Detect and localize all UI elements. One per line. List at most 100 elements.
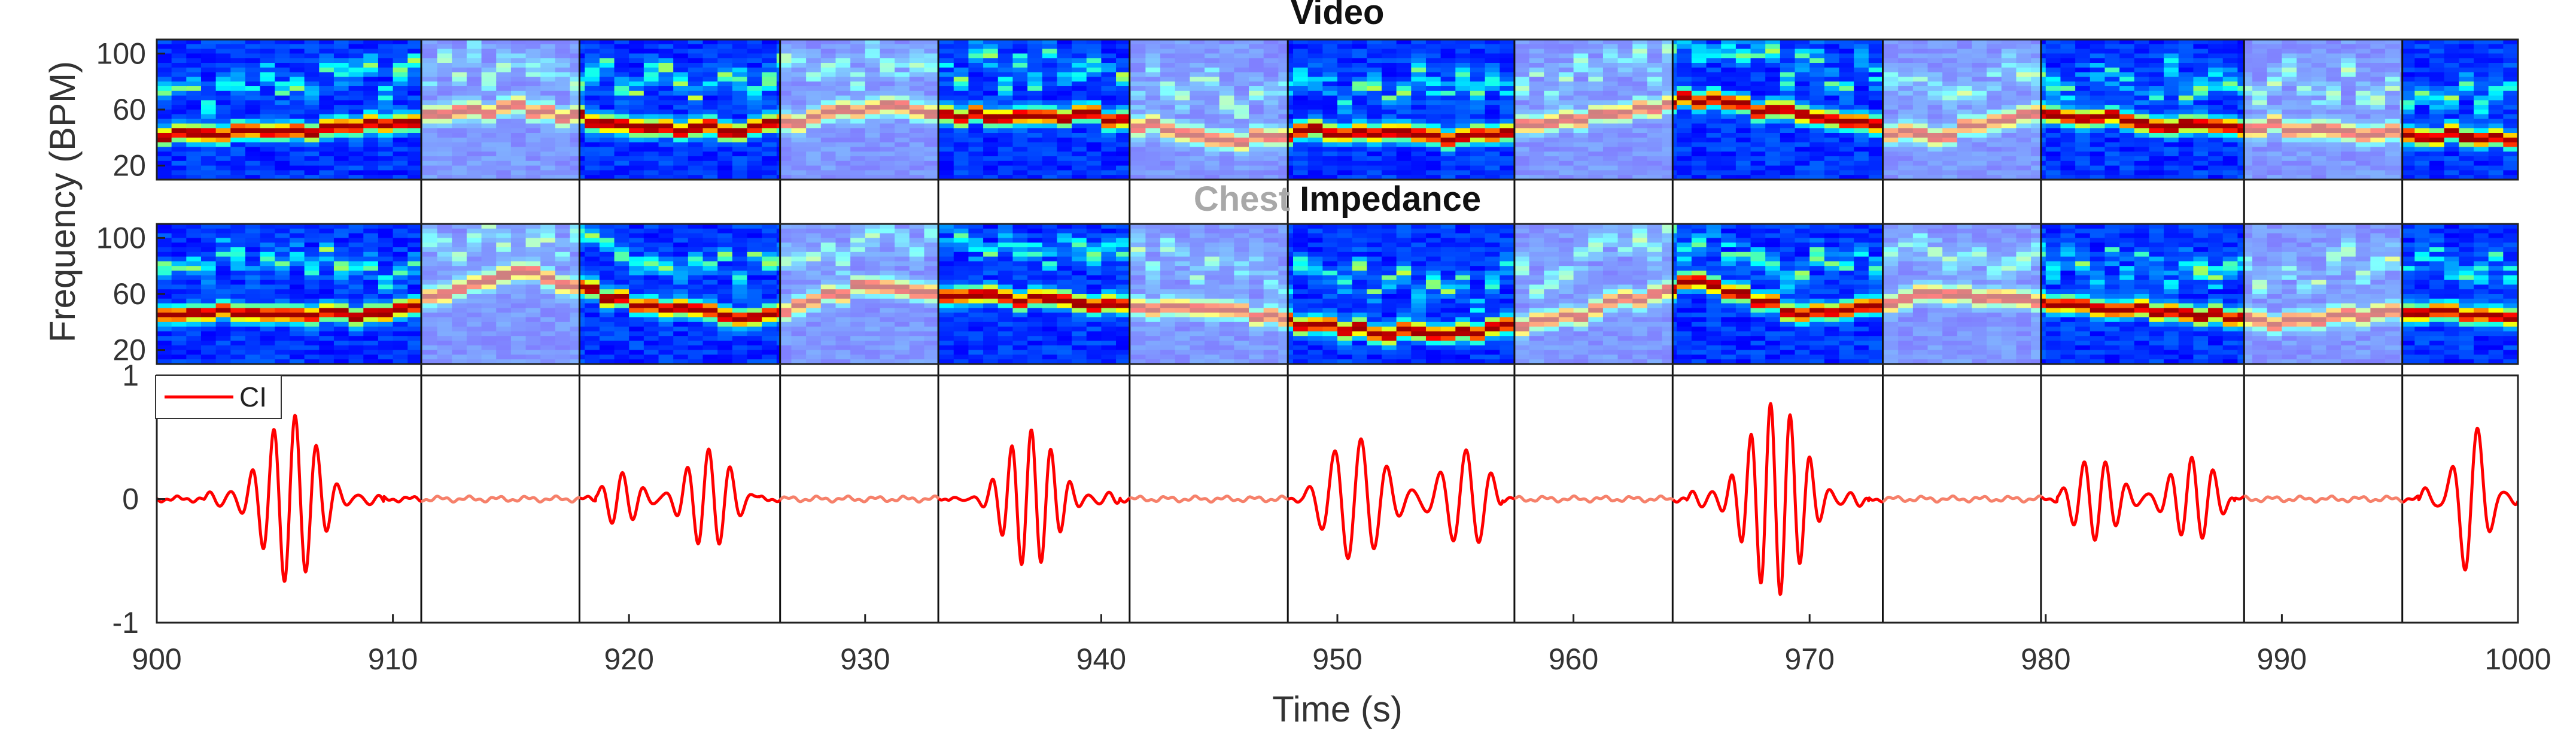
heatmap-cell	[157, 95, 172, 101]
heatmap-cell	[378, 100, 394, 105]
heatmap-cell	[171, 256, 187, 262]
heatmap-cell	[1293, 133, 1309, 138]
heatmap-cell	[939, 81, 954, 87]
heatmap-cell	[717, 58, 733, 63]
heatmap-cell	[1072, 175, 1087, 180]
heatmap-cell	[2164, 142, 2179, 148]
heatmap-cell	[1012, 133, 1028, 138]
heatmap-cell	[393, 160, 409, 166]
heatmap-cell	[1027, 151, 1043, 157]
heatmap-cell	[1809, 44, 1825, 50]
heatmap-cell	[171, 228, 187, 234]
heatmap-cell	[1824, 53, 1840, 59]
heatmap-cell	[658, 175, 674, 180]
heatmap-cell	[1485, 67, 1501, 73]
heatmap-cell	[200, 317, 217, 323]
heatmap-cell	[2104, 156, 2120, 162]
heatmap-cell	[2075, 40, 2091, 45]
heatmap-cell	[319, 123, 334, 129]
heatmap-cell	[1735, 44, 1751, 50]
heatmap-cell	[407, 44, 423, 50]
heatmap-cell	[1116, 133, 1132, 138]
heatmap-cell	[157, 280, 172, 286]
heatmap-cell	[215, 160, 232, 166]
heatmap-cell	[629, 142, 644, 148]
heatmap-cell	[688, 67, 704, 73]
heatmap-cell	[275, 86, 290, 92]
heatmap-cell	[363, 81, 379, 87]
heatmap-cell	[1795, 160, 1810, 166]
heatmap-cell	[2474, 95, 2489, 101]
heatmap-cell	[1411, 77, 1427, 82]
heatmap-cell	[348, 156, 364, 162]
heatmap-cell	[1809, 58, 1825, 63]
heatmap-cell	[200, 137, 217, 143]
heatmap-cell	[1101, 48, 1117, 54]
heatmap-cell	[319, 95, 334, 101]
heatmap-cell	[2414, 128, 2430, 134]
heatmap-cell	[1691, 58, 1707, 63]
heatmap-cell	[304, 48, 320, 54]
heatmap-cell	[2414, 72, 2430, 78]
heatmap-cell	[1795, 86, 1810, 92]
heatmap-cell	[1750, 67, 1766, 73]
heatmap-cell	[2104, 40, 2120, 45]
heatmap-cell	[939, 110, 954, 115]
heatmap-cell	[1854, 137, 1869, 143]
heatmap-cell	[2459, 44, 2474, 50]
heatmap-cell	[1750, 147, 1766, 152]
heatmap-cell	[1440, 77, 1456, 82]
heatmap-cell	[939, 114, 954, 120]
heatmap-cell	[643, 44, 659, 50]
heatmap-cell	[1116, 110, 1132, 115]
heatmap-cell	[1057, 110, 1072, 115]
heatmap-cell	[363, 105, 379, 110]
heatmap-cell	[2488, 48, 2504, 54]
heatmap-cell	[643, 110, 659, 115]
heatmap-cell	[348, 63, 364, 68]
heatmap-cell	[1868, 137, 1884, 143]
heatmap-cell	[378, 86, 394, 92]
heatmap-cell	[599, 44, 615, 50]
heatmap-cell	[2459, 53, 2474, 59]
heatmap-cell	[2488, 58, 2504, 63]
heatmap-cell	[1809, 165, 1825, 171]
heatmap-cell	[2075, 90, 2091, 96]
heatmap-cell	[407, 48, 423, 54]
heatmap-cell	[378, 58, 394, 63]
heatmap-cell	[2399, 44, 2416, 50]
heatmap-cell	[186, 105, 202, 110]
heatmap-cell	[1367, 147, 1382, 152]
heatmap-cell	[2075, 77, 2091, 82]
heatmap-cell	[1824, 165, 1840, 171]
heatmap-cell	[1706, 165, 1722, 171]
heatmap-cell	[186, 114, 202, 120]
heatmap-cell	[1500, 53, 1515, 59]
heatmap-cell	[2090, 90, 2106, 96]
heatmap-cell	[1839, 147, 1854, 152]
heatmap-cell	[2119, 100, 2135, 105]
heatmap-cell	[393, 156, 409, 162]
heatmap-cell	[2075, 142, 2091, 148]
heatmap-cell	[953, 142, 969, 148]
heatmap-cell	[200, 350, 217, 356]
heatmap-cell	[997, 175, 1014, 180]
heatmap-cell	[629, 151, 644, 157]
heatmap-cell	[157, 175, 172, 180]
heatmap-cell	[1101, 170, 1117, 175]
heatmap-cell	[747, 58, 762, 63]
heatmap-cell	[1750, 48, 1766, 54]
heatmap-cell	[1868, 67, 1884, 73]
heatmap-cell	[2503, 100, 2518, 105]
heatmap-cell	[643, 48, 659, 54]
heatmap-cell	[245, 81, 261, 87]
heatmap-cell	[2208, 77, 2224, 82]
heatmap-cell	[1322, 67, 1338, 73]
heatmap-cell	[1485, 137, 1501, 143]
heatmap-cell	[1425, 72, 1441, 78]
heatmap-cell	[157, 271, 172, 276]
heatmap-cell	[2222, 105, 2239, 110]
heatmap-cell	[1485, 86, 1501, 92]
heatmap-cell	[171, 261, 187, 266]
